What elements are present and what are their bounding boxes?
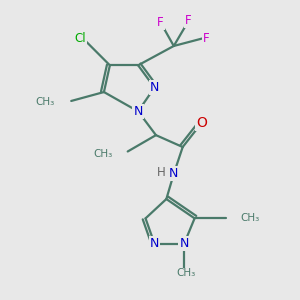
Text: O: O <box>196 116 208 130</box>
Text: N: N <box>169 167 178 180</box>
Text: F: F <box>157 16 164 29</box>
Text: N: N <box>134 105 143 118</box>
Text: N: N <box>150 81 159 94</box>
Text: N: N <box>150 237 159 250</box>
Text: H: H <box>157 166 166 179</box>
Text: CH₃: CH₃ <box>176 268 195 278</box>
Text: Cl: Cl <box>74 32 86 45</box>
Text: CH₃: CH₃ <box>36 98 55 107</box>
Text: CH₃: CH₃ <box>94 149 113 160</box>
Text: CH₃: CH₃ <box>241 213 260 224</box>
Text: F: F <box>185 14 192 27</box>
Text: N: N <box>179 237 189 250</box>
Text: F: F <box>203 32 210 45</box>
